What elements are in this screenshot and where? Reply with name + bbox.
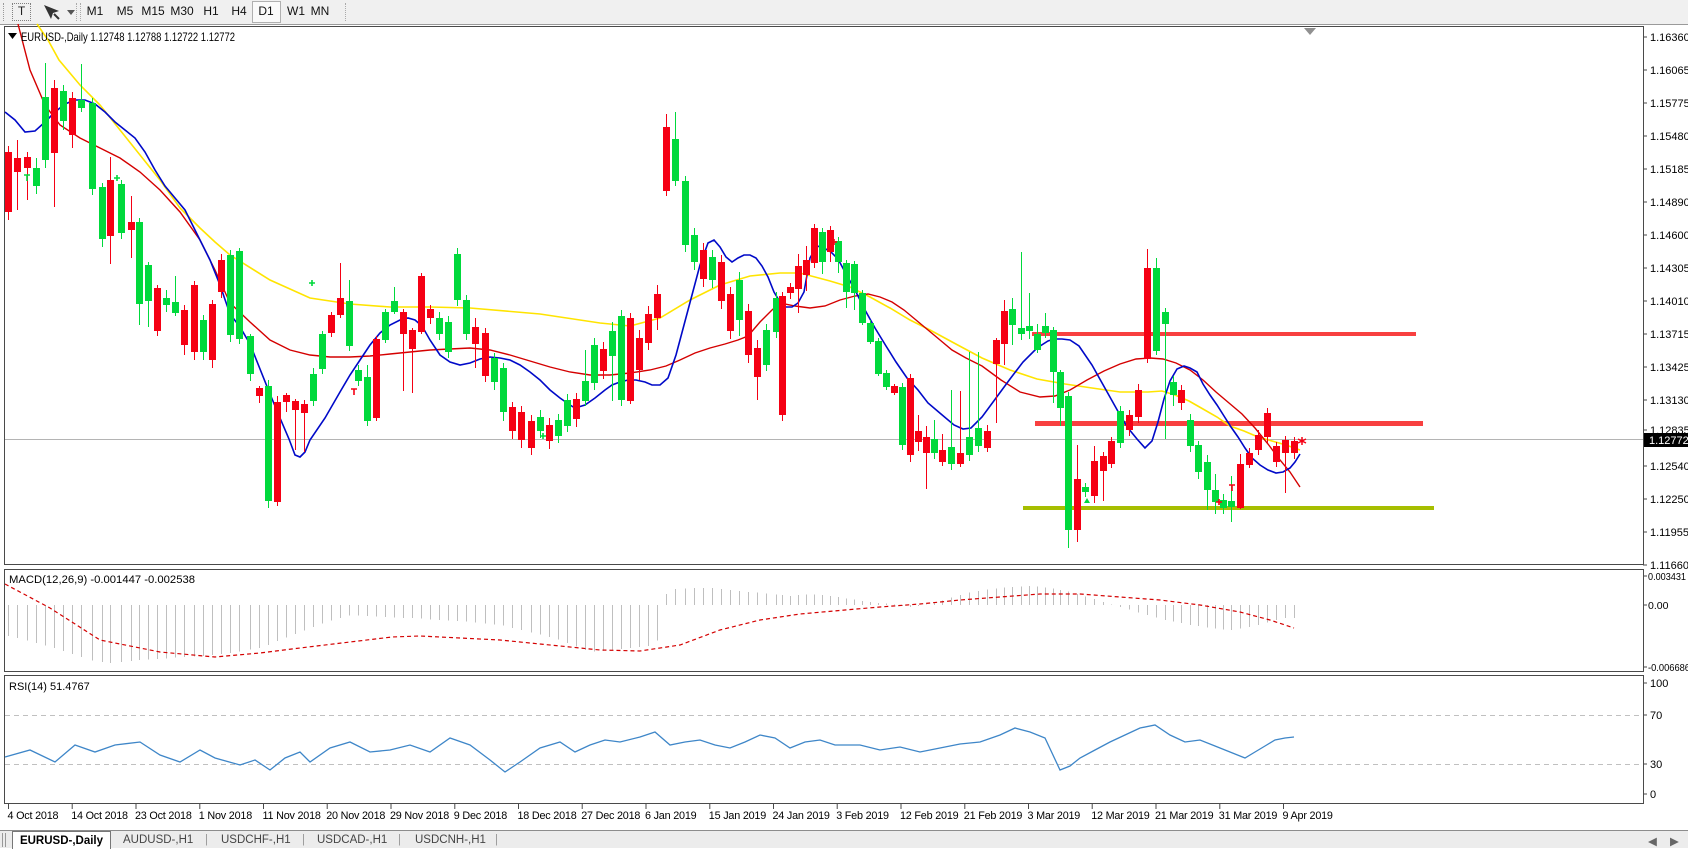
svg-text:1.12772: 1.12772: [1649, 435, 1688, 447]
svg-text:12 Feb 2019: 12 Feb 2019: [900, 810, 959, 822]
svg-text:0.003431: 0.003431: [1648, 571, 1686, 583]
svg-text:12 Mar 2019: 12 Mar 2019: [1091, 810, 1150, 822]
svg-text:30: 30: [1650, 759, 1662, 771]
svg-text:1.13715: 1.13715: [1650, 329, 1688, 341]
svg-text:11 Nov 2018: 11 Nov 2018: [263, 810, 321, 822]
svg-text:EURUSD-,Daily 1.12748 1.12788: EURUSD-,Daily 1.12748 1.12788 1.12722 1.…: [21, 30, 235, 44]
svg-text:1.12540: 1.12540: [1650, 461, 1688, 473]
svg-text:70: 70: [1650, 710, 1662, 722]
svg-text:31 Mar 2019: 31 Mar 2019: [1219, 810, 1278, 822]
svg-text:1.16065: 1.16065: [1650, 65, 1688, 77]
svg-text:23 Oct 2018: 23 Oct 2018: [135, 810, 192, 822]
svg-text:9 Dec 2018: 9 Dec 2018: [454, 810, 507, 822]
svg-text:1.14600: 1.14600: [1650, 230, 1688, 242]
svg-text:0.00: 0.00: [1648, 600, 1669, 612]
svg-text:1.14010: 1.14010: [1650, 296, 1688, 308]
svg-text:24 Jan 2019: 24 Jan 2019: [773, 810, 830, 822]
svg-text:4 Oct 2018: 4 Oct 2018: [8, 810, 59, 822]
svg-text:1.15775: 1.15775: [1650, 98, 1688, 110]
svg-text:21 Feb 2019: 21 Feb 2019: [964, 810, 1023, 822]
svg-text:1.14305: 1.14305: [1650, 263, 1688, 275]
svg-text:RSI(14) 51.4767: RSI(14) 51.4767: [9, 681, 90, 693]
svg-text:1 Nov 2018: 1 Nov 2018: [199, 810, 252, 822]
svg-text:-0.006686: -0.006686: [1648, 662, 1688, 674]
svg-text:3 Mar 2019: 3 Mar 2019: [1028, 810, 1081, 822]
svg-text:1.16360: 1.16360: [1650, 32, 1688, 44]
svg-text:1.13425: 1.13425: [1650, 362, 1688, 374]
svg-text:1.13130: 1.13130: [1650, 395, 1688, 407]
svg-text:MACD(12,26,9) -0.001447 -0.002: MACD(12,26,9) -0.001447 -0.002538: [9, 574, 195, 586]
svg-text:100: 100: [1650, 678, 1668, 690]
svg-text:1.12250: 1.12250: [1650, 494, 1688, 506]
svg-text:1.11955: 1.11955: [1650, 527, 1688, 539]
svg-text:6 Jan 2019: 6 Jan 2019: [645, 810, 697, 822]
svg-text:1.15185: 1.15185: [1650, 164, 1688, 176]
svg-text:14 Oct 2018: 14 Oct 2018: [71, 810, 128, 822]
svg-text:0: 0: [1650, 789, 1656, 801]
svg-text:29 Nov 2018: 29 Nov 2018: [390, 810, 449, 822]
svg-text:27 Dec 2018: 27 Dec 2018: [581, 810, 640, 822]
svg-text:3 Feb 2019: 3 Feb 2019: [836, 810, 889, 822]
svg-text:9 Apr 2019: 9 Apr 2019: [1283, 810, 1333, 822]
svg-text:1.14890: 1.14890: [1650, 197, 1688, 209]
svg-text:1.15480: 1.15480: [1650, 131, 1688, 143]
svg-text:20 Nov 2018: 20 Nov 2018: [326, 810, 385, 822]
svg-text:18 Dec 2018: 18 Dec 2018: [518, 810, 577, 822]
svg-text:21 Mar 2019: 21 Mar 2019: [1155, 810, 1214, 822]
svg-text:15 Jan 2019: 15 Jan 2019: [709, 810, 766, 822]
svg-text:1.11660: 1.11660: [1650, 560, 1688, 572]
